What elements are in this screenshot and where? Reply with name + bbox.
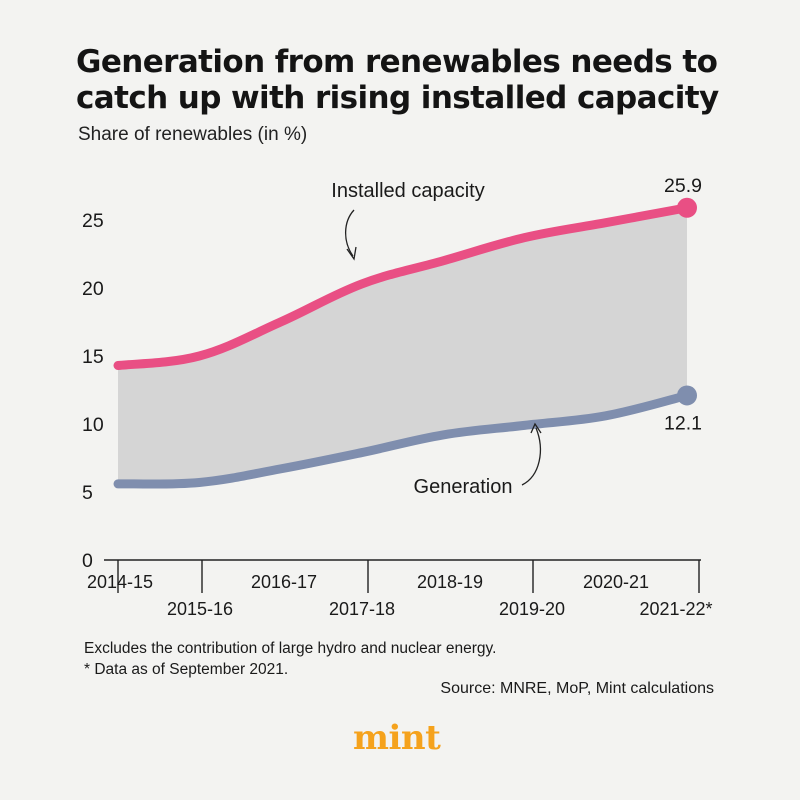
x-tick-label: 2019-20 [499,599,565,619]
installed-capacity-end-marker [677,197,697,218]
area-chart: 0 5 10 15 20 25 2014-15 2015-16 2016-17 2017-18 20… [82,175,713,619]
x-tick-label: 2016-17 [251,572,317,592]
y-tick-label: 10 [82,414,104,436]
footnotes: Excludes the contribution of large hydro… [84,638,496,680]
note-data-date: * Data as of September 2021. [84,661,289,678]
note-exclusion: Excludes the contribution of large hydro… [84,640,497,657]
y-tick-label: 0 [82,550,93,572]
source-credit: Source: MNRE, MoP, Mint calculations [440,680,714,697]
installed-capacity-end-label: 25.9 [664,175,702,197]
mint-logo: mint [353,718,441,758]
chart-subtitle: Share of renewables (in %) [78,124,308,145]
x-tick-label: 2014-15 [87,572,153,592]
x-tick-label: 2020-21 [583,572,649,592]
generation-arrowhead [530,422,542,434]
y-tick-label: 25 [82,210,104,232]
generation-line [113,390,692,489]
generation-arrow [521,427,542,486]
gap-band [118,207,687,485]
y-tick-label: 15 [82,346,104,368]
x-tick-label: 2021-22* [639,599,712,619]
chart-title: Generation from renewables needs to catc… [76,44,719,116]
y-tick-label: 20 [82,278,104,300]
x-tick-label: 2015-16 [167,599,233,619]
x-tick-label: 2018-19 [417,572,483,592]
y-tick-label: 5 [82,482,93,504]
x-tick-label: 2017-18 [329,599,395,619]
generation-end-marker [677,385,697,406]
installed-capacity-line [113,203,692,371]
installed-capacity-annotation: Installed capacity [331,180,484,202]
installed-capacity-arrowhead [346,246,357,261]
generation-annotation: Generation [414,476,513,498]
generation-end-label: 12.1 [664,412,702,434]
installed-capacity-arrow [344,209,355,257]
